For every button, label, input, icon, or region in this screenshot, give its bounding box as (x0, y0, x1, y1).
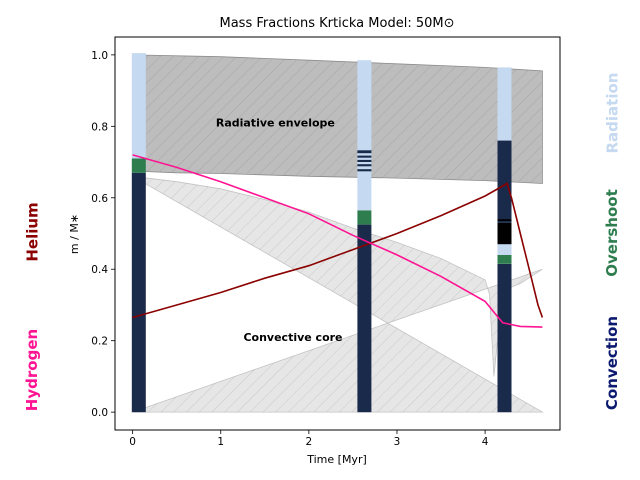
column-2-segment-convection-3 (497, 140, 512, 223)
hydrogen-series-line (132, 154, 543, 328)
column-1 (357, 60, 372, 413)
x-tick-label-3: 3 (394, 436, 401, 448)
radiation-side-label: Radiation (602, 72, 621, 154)
x-tick-label-0: 0 (129, 436, 136, 448)
y-tick-label-3: 0.6 (91, 193, 108, 205)
column-1-segment-convection-0 (357, 224, 372, 413)
plot-area (131, 53, 544, 413)
y-axis-label: m / M∗ (68, 214, 81, 254)
column-1-segment-convection-5 (357, 159, 372, 162)
column-2-segment-black-4 (497, 222, 512, 245)
radiative-envelope-hatch (132, 54, 543, 184)
column-1-segment-radiation-2 (357, 60, 372, 211)
helium-side-label: Helium (23, 202, 42, 262)
column-0-segment-overshoot-1 (131, 158, 146, 173)
column-1-segment-overshoot-1 (357, 210, 372, 225)
column-1-segment-convection-4 (357, 155, 372, 158)
x-tick-label-2: 2 (306, 436, 313, 448)
y-tick-label-5: 1.0 (91, 50, 108, 62)
hydrogen-side-label: Hydrogen (23, 328, 42, 412)
column-0 (131, 53, 146, 413)
plot-frame (114, 36, 561, 431)
x-tick-label-4: 4 (482, 436, 489, 448)
column-0-segment-convection-0 (131, 172, 146, 413)
column-2-segment-convection-0 (497, 263, 512, 413)
column-group (131, 53, 512, 413)
y-tick-label-4: 0.8 (91, 121, 108, 133)
x-axis: 0 1 2 3 4 (129, 430, 489, 448)
column-1-segment-convection-7 (357, 169, 372, 172)
x-tick-label-1: 1 (217, 436, 224, 448)
column-0-segment-radiation-2 (131, 53, 146, 159)
helium-series-line (132, 182, 544, 319)
convective-core-label: Convective core (243, 331, 342, 344)
x-axis-label: Time [Myr] (306, 453, 367, 466)
y-tick-label-2: 0.4 (91, 264, 108, 276)
column-2-segment-black-5 (497, 219, 512, 221)
y-axis: 0.0 0.2 0.4 0.6 0.8 1.0 (91, 50, 115, 419)
column-1-segment-convection-6 (357, 164, 372, 167)
column-2 (497, 67, 512, 413)
overshoot-side-label: Overshoot (602, 189, 621, 277)
column-2-segment-overshoot-1 (497, 254, 512, 264)
column-1-segment-convection-3 (357, 150, 372, 154)
convection-side-label: Convection (603, 315, 622, 411)
y-tick-label-0: 0.0 (91, 407, 108, 419)
radiative-envelope-label: Radiative envelope (216, 117, 335, 130)
chart-title: Mass Fractions Krticka Model: 50M⊙ (220, 16, 455, 31)
y-tick-label-1: 0.2 (91, 336, 108, 348)
convective-core-hatch (132, 176, 543, 413)
